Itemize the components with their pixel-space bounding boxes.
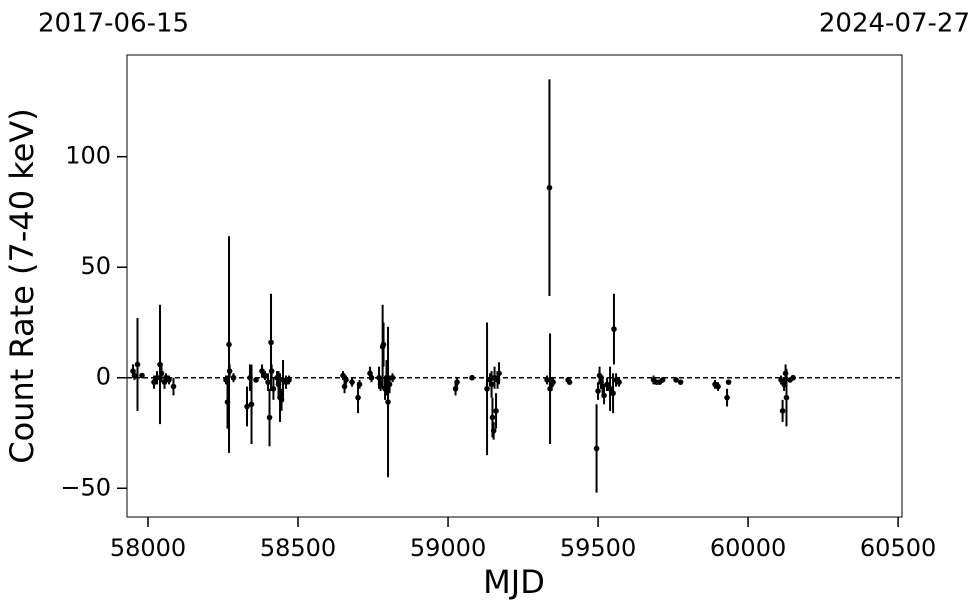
data-point (131, 372, 138, 379)
data-point (368, 374, 375, 381)
data-point (489, 414, 496, 421)
data-point (715, 383, 721, 390)
data-point (268, 368, 275, 374)
data-point (604, 381, 610, 388)
x-tick-label: 59500 (560, 534, 636, 562)
x-axis-label: MJD (483, 563, 545, 601)
data-point (469, 374, 475, 381)
data-point (611, 326, 617, 332)
data-point (593, 445, 600, 452)
data-point (725, 379, 732, 385)
data-point (385, 399, 391, 405)
plot-frame (126, 54, 903, 518)
data-point (253, 377, 259, 383)
data-point (268, 339, 274, 346)
y-tick-label: 100 (65, 142, 111, 170)
data-point (778, 377, 784, 383)
data-point (790, 374, 796, 381)
data-point (356, 381, 363, 388)
data-point (226, 368, 233, 374)
data-point (781, 381, 787, 388)
y-axis-label: Count Rate (7-40 keV) (3, 108, 41, 463)
x-tick-label: 59000 (410, 534, 486, 562)
data-point (158, 370, 165, 377)
data-point (262, 372, 268, 379)
data-point (265, 379, 271, 385)
data-point (496, 370, 502, 377)
data-point (248, 401, 255, 408)
data-point (259, 368, 265, 374)
data-point (607, 385, 613, 392)
x-tick-label: 60500 (860, 534, 936, 562)
data-point (493, 408, 499, 414)
x-tick-label: 60000 (710, 534, 786, 562)
data-point (779, 408, 786, 414)
data-point (616, 379, 622, 385)
data-point (659, 377, 666, 383)
data-point (166, 377, 172, 383)
data-point (673, 377, 679, 383)
x-tick-label: 58500 (260, 534, 336, 562)
data-point (677, 379, 684, 385)
data-point (270, 385, 277, 392)
annotation-right: 2024-07-27 (819, 9, 970, 39)
data-point (139, 372, 145, 379)
data-point (566, 379, 573, 385)
y-tick-label: 0 (96, 363, 111, 391)
data-point (389, 374, 396, 381)
data-point (226, 341, 232, 348)
data-point (546, 184, 553, 191)
data-point (170, 383, 177, 390)
data-point (601, 392, 607, 399)
data-point (380, 341, 387, 348)
annotation-left: 2017-06-15 (38, 9, 189, 39)
data-point (154, 374, 160, 381)
data-point (595, 388, 601, 394)
data-point (484, 385, 490, 392)
data-point (550, 379, 556, 385)
data-point (341, 383, 348, 390)
data-point (230, 374, 237, 381)
y-tick-label: 50 (80, 252, 111, 280)
data-point (266, 414, 273, 421)
data-point (386, 381, 393, 388)
data-point (490, 427, 497, 434)
data-point (544, 377, 550, 383)
data-point (488, 381, 495, 388)
data-point (134, 361, 141, 368)
y-tick-label: −50 (60, 473, 111, 501)
data-point (286, 377, 292, 383)
data-point (355, 394, 361, 401)
x-tick-label: 58000 (110, 534, 186, 562)
data-point (783, 394, 790, 401)
data-point (340, 372, 346, 379)
data-point (454, 379, 460, 385)
data-point (349, 379, 355, 385)
data-point (244, 403, 250, 410)
data-point (343, 377, 349, 383)
data-point (452, 385, 459, 392)
data-point (151, 379, 157, 385)
data-point (610, 390, 616, 397)
data-point (724, 394, 730, 401)
